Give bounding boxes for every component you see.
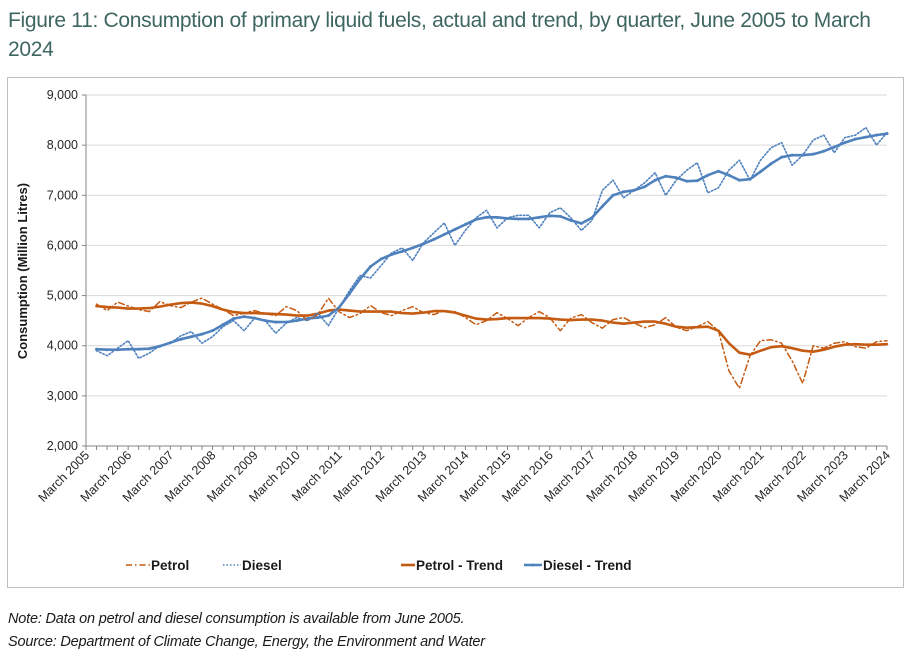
data-point: [516, 217, 520, 221]
data-point: [537, 215, 541, 219]
y-tick-label: 2,000: [47, 439, 78, 453]
legend-label: Petrol: [151, 558, 189, 573]
data-point: [685, 179, 689, 183]
data-point: [463, 222, 467, 226]
data-point: [495, 215, 499, 219]
data-point: [147, 347, 151, 351]
data-point: [95, 347, 99, 351]
data-point: [189, 335, 193, 339]
data-point: [116, 348, 120, 352]
data-point: [527, 217, 531, 221]
series-line-diesel: [95, 126, 888, 360]
data-point: [210, 329, 214, 333]
data-point: [442, 232, 446, 236]
figure-source: Source: Department of Climate Change, En…: [8, 634, 485, 650]
data-point: [874, 133, 878, 137]
legend-item-diesel-trend: Diesel - Trend: [524, 558, 632, 573]
series-line-petrol: [95, 297, 888, 390]
y-tick-label: 9,000: [47, 88, 78, 102]
chart-frame: [7, 77, 904, 588]
data-point: [232, 317, 236, 321]
data-point: [400, 249, 404, 253]
gridlines: [82, 94, 887, 447]
legend-item-petrol: Petrol: [126, 558, 189, 573]
data-point: [653, 178, 657, 182]
data-point: [727, 173, 731, 177]
data-point: [316, 316, 320, 320]
data-point: [832, 145, 836, 149]
data-point: [769, 162, 773, 166]
series-line-diesel-trend: [95, 132, 889, 352]
data-point: [485, 215, 488, 219]
data-point: [432, 237, 436, 241]
data-point: [369, 264, 373, 268]
legend-label: Diesel: [242, 558, 282, 573]
data-point: [200, 332, 204, 336]
data-point: [600, 204, 604, 208]
data-point: [379, 257, 383, 261]
series-line-petrol-trend: [95, 301, 889, 357]
data-point: [453, 227, 457, 231]
data-point: [558, 214, 562, 218]
data-point: [643, 185, 647, 189]
data-point: [737, 178, 741, 182]
legend-label: Diesel - Trend: [543, 558, 632, 573]
data-point: [664, 174, 668, 178]
data-point: [274, 320, 278, 324]
data-point: [853, 137, 857, 141]
data-point: [358, 277, 362, 281]
data-point: [326, 314, 330, 318]
data-point: [843, 141, 847, 145]
data-point: [695, 179, 699, 183]
figure-title: Figure 11: Consumption of primary liquid…: [8, 9, 871, 61]
data-point: [126, 347, 130, 351]
data-point: [622, 190, 626, 194]
legend-label: Petrol - Trend: [416, 558, 503, 573]
y-tick-label: 8,000: [47, 138, 78, 152]
data-point: [716, 169, 720, 173]
legend-marker: [531, 563, 535, 567]
data-point: [242, 315, 246, 319]
legend-item-petrol-trend: Petrol - Trend: [401, 558, 503, 573]
data-point: [759, 170, 763, 174]
data-point: [548, 214, 552, 218]
data-point: [790, 153, 794, 157]
y-tick-label: 7,000: [47, 188, 78, 202]
data-point: [822, 149, 826, 153]
axes: [85, 95, 888, 450]
y-axis-label: Consumption (Million Litres): [15, 183, 30, 359]
legend: Petrol Diesel Petrol - Trend Diesel - Trend: [126, 558, 632, 573]
data-point: [706, 173, 710, 177]
data-point: [295, 319, 299, 323]
data-point: [811, 152, 815, 156]
data-point: [411, 246, 415, 250]
data-point: [611, 193, 615, 197]
y-tick-label: 4,000: [47, 339, 78, 353]
data-point: [179, 337, 183, 341]
figure-note: Note: Data on petrol and diesel consumpt…: [8, 611, 465, 627]
series-lines: [95, 126, 889, 390]
data-point: [105, 348, 109, 352]
data-point: [780, 155, 784, 159]
y-tick-label: 6,000: [47, 238, 78, 252]
legend-item-diesel: Diesel: [223, 558, 282, 573]
data-point: [137, 347, 141, 351]
y-tick-label: 3,000: [47, 389, 78, 403]
data-point: [579, 221, 583, 225]
y-tick-labels: 2,000 3,000 4,000 5,000 6,000 7,000 8,000 9,000: [47, 88, 78, 453]
data-point: [864, 135, 868, 139]
y-tick-label: 5,000: [47, 289, 78, 303]
